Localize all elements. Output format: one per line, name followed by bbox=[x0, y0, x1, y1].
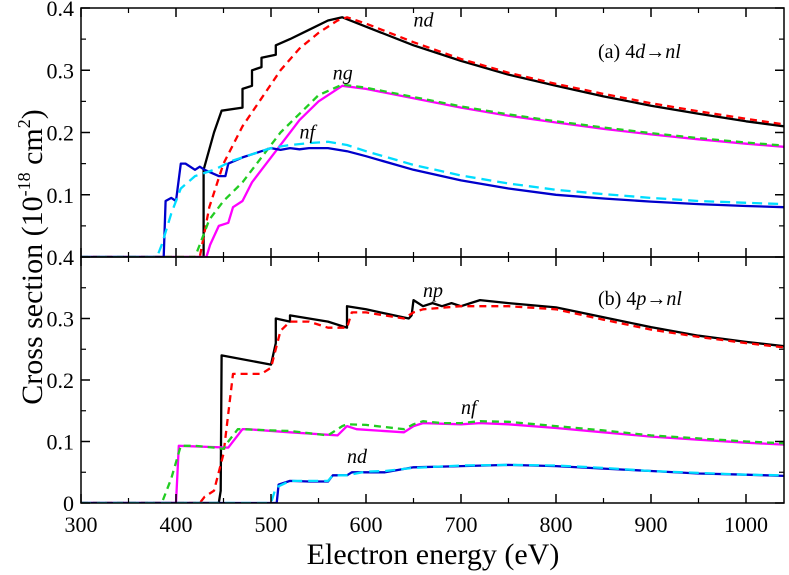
series-line-a-1 bbox=[81, 16, 784, 257]
curve-label-b-0: np bbox=[423, 280, 443, 302]
x-tick-label-3: 600 bbox=[350, 512, 383, 537]
y-tick-label-a-3: 0.4 bbox=[47, 0, 75, 21]
series-line-b-4 bbox=[81, 463, 784, 503]
x-axis-ticks: 300 400 500 600 700 800 900 1000 bbox=[65, 512, 769, 537]
series-line-b-0 bbox=[81, 298, 784, 503]
series-line-a-0 bbox=[81, 16, 784, 257]
y-tick-label-b-1: 0.1 bbox=[47, 430, 75, 455]
series-line-b-3 bbox=[81, 420, 784, 503]
curve-label-a-0: nd bbox=[414, 10, 435, 32]
y-tick-label-a-1: 0.2 bbox=[47, 121, 75, 146]
x-tick-label-1: 400 bbox=[160, 512, 193, 537]
curve-label-a-1: ng bbox=[333, 63, 353, 85]
series-line-a-2 bbox=[81, 84, 784, 257]
panel-label-a: (a) 4d→nl bbox=[598, 41, 681, 63]
y-tick-label-b-0: 0 bbox=[63, 491, 74, 516]
y-tick-label-a-0: 0.1 bbox=[47, 183, 75, 208]
x-tick-label-5: 800 bbox=[540, 512, 573, 537]
panel-b: 0 0.1 0.2 0.3 0.4 np nf nd (b) 4p→nl bbox=[47, 245, 785, 516]
x-tick-label-0: 300 bbox=[65, 512, 98, 537]
x-tick-label-2: 500 bbox=[255, 512, 288, 537]
series-line-a-5 bbox=[81, 140, 784, 257]
x-tick-label-6: 900 bbox=[635, 512, 668, 537]
series-line-b-1 bbox=[81, 305, 784, 503]
curve-label-b-2: nd bbox=[347, 446, 368, 468]
panel-label-b: (b) 4p→nl bbox=[598, 288, 682, 310]
x-axis-title: Electron energy (eV) bbox=[307, 538, 560, 571]
x-tick-label-7: 1000 bbox=[724, 512, 768, 537]
series-line-a-4 bbox=[81, 146, 784, 257]
y-tick-label-a-2: 0.3 bbox=[47, 58, 75, 83]
y-tick-label-b-2: 0.2 bbox=[47, 368, 75, 393]
curve-label-a-2: nf bbox=[300, 122, 318, 144]
series-line-b-5 bbox=[81, 463, 784, 503]
panel-a: 0.1 0.2 0.3 0.4 nd ng nf (a) 4d→nl bbox=[47, 0, 785, 258]
series-line-a-3 bbox=[81, 83, 784, 257]
y-tick-label-b-4: 0.4 bbox=[47, 245, 75, 270]
curve-label-b-1: nf bbox=[461, 397, 479, 419]
series-line-b-2 bbox=[81, 421, 784, 503]
y-axis-title: Cross section (10-18 cm2) bbox=[14, 109, 49, 404]
y-axis-title-text: Cross section (10-18 cm2) bbox=[14, 109, 49, 404]
y-tick-label-b-3: 0.3 bbox=[47, 307, 75, 332]
x-tick-label-4: 700 bbox=[445, 512, 478, 537]
